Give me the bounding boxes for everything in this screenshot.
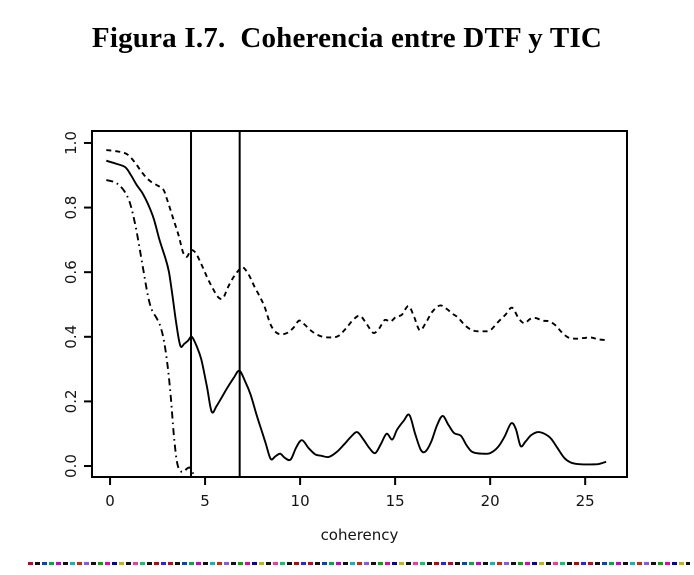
y-tick-label: 0.4 <box>62 325 80 349</box>
figure-title: Figura I.7. Coherencia entre DTF y TIC <box>91 22 603 54</box>
series-dashdot-line <box>106 179 196 477</box>
y-tick-label: 0.0 <box>62 454 80 478</box>
y-tick-label: 0.6 <box>62 260 80 284</box>
x-tick-label: 0 <box>105 492 115 510</box>
y-tick-label: 0.2 <box>62 389 80 413</box>
x-tick-label: 5 <box>200 492 210 510</box>
color-separator-line <box>28 562 690 565</box>
x-tick-label: 15 <box>386 492 405 510</box>
y-tick-label: 0.8 <box>62 196 80 220</box>
x-tick-label: 25 <box>576 492 595 510</box>
y-tick-label: 1.0 <box>62 131 80 155</box>
plot-box <box>91 130 628 478</box>
series-dashed-line <box>106 149 607 341</box>
series-solid-line <box>105 159 607 466</box>
x-axis-title: coherency <box>321 526 399 544</box>
x-tick-label: 10 <box>291 492 310 510</box>
x-tick-label: 20 <box>481 492 500 510</box>
